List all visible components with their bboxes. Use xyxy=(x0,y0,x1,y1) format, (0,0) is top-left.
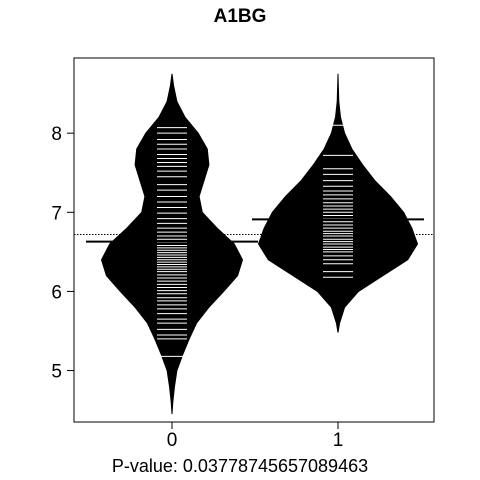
plot-frame xyxy=(73,57,435,423)
y-tick-label-5: 5 xyxy=(51,362,62,383)
plot-area xyxy=(74,73,434,415)
x-tick-label-1: 1 xyxy=(333,430,344,451)
y-tick-label-7: 7 xyxy=(51,203,62,224)
chart-title: A1BG xyxy=(213,6,267,27)
x-axis-label: P-value: 0.0377874565708946​3 xyxy=(111,456,369,476)
y-tick-label-8: 8 xyxy=(51,124,62,145)
x-tick-label-0: 0 xyxy=(167,430,178,451)
y-tick-label-6: 6 xyxy=(51,282,62,303)
bean-0 xyxy=(100,73,244,415)
